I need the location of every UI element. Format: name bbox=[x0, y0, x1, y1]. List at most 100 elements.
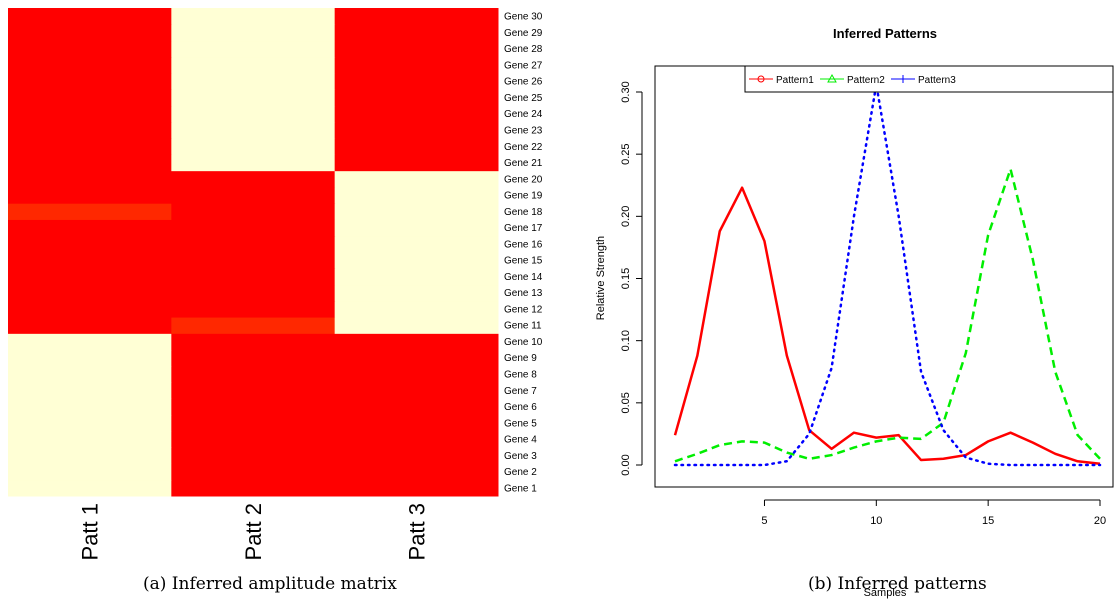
legend-box bbox=[744, 65, 1114, 93]
column-label: Patt 1 bbox=[78, 503, 103, 560]
heatmap-cell bbox=[171, 300, 336, 318]
row-label: Gene 19 bbox=[504, 191, 543, 202]
row-label: Gene 16 bbox=[504, 239, 543, 250]
heatmap-cell bbox=[171, 365, 336, 383]
heatmap-cell bbox=[334, 365, 499, 383]
heatmap-cell bbox=[171, 414, 336, 432]
heatmap-cell bbox=[334, 170, 499, 188]
row-label: Gene 10 bbox=[504, 337, 543, 348]
row-label: Gene 28 bbox=[504, 44, 543, 55]
heatmap-cell bbox=[8, 252, 172, 269]
heatmap-cell bbox=[334, 414, 499, 432]
heatmap-cell bbox=[171, 56, 336, 74]
row-label: Gene 11 bbox=[504, 321, 542, 332]
legend-marker-plus bbox=[899, 75, 907, 83]
y-tick-label: 0.20 bbox=[620, 206, 632, 227]
heatmap-cell bbox=[8, 8, 172, 25]
heatmap-cell bbox=[171, 317, 336, 334]
row-label: Gene 26 bbox=[504, 77, 543, 88]
heatmap-cell bbox=[171, 430, 336, 448]
heatmap-cell bbox=[334, 154, 499, 172]
heatmap-cell bbox=[171, 219, 336, 237]
heatmap-cell bbox=[334, 382, 499, 399]
legend-label: Pattern2 bbox=[847, 75, 885, 86]
row-label: Gene 8 bbox=[504, 370, 537, 381]
y-tick-label: 0.10 bbox=[620, 330, 632, 351]
heatmap-cell bbox=[171, 138, 336, 155]
row-label: Gene 18 bbox=[504, 207, 543, 218]
row-label: Gene 21 bbox=[504, 158, 543, 169]
heatmap-cell bbox=[334, 317, 499, 334]
heatmap-cell bbox=[334, 8, 499, 25]
heatmap-cell bbox=[334, 333, 499, 351]
series-line-1 bbox=[673, 186, 1101, 465]
heatmap-cell bbox=[334, 40, 499, 58]
heatmap-cell bbox=[8, 317, 172, 334]
heatmap-cell bbox=[171, 284, 336, 302]
heatmap-cell bbox=[171, 382, 336, 399]
row-label: Gene 20 bbox=[504, 174, 543, 185]
y-axis-label: Relative Strength bbox=[595, 236, 607, 320]
heatmap-cell bbox=[171, 40, 336, 58]
row-label: Gene 3 bbox=[504, 451, 537, 462]
heatmap-cell bbox=[171, 154, 336, 172]
row-label: Gene 7 bbox=[504, 386, 537, 397]
heatmap-cell bbox=[8, 89, 172, 107]
heatmap-cell bbox=[8, 105, 172, 123]
row-label: Gene 24 bbox=[504, 109, 543, 120]
heatmap-cell bbox=[8, 414, 172, 432]
heatmap-cell bbox=[334, 479, 499, 497]
heatmap-cell bbox=[8, 219, 172, 237]
row-label: Gene 4 bbox=[504, 435, 537, 446]
row-label: Gene 2 bbox=[504, 467, 537, 478]
heatmap-cell bbox=[171, 268, 336, 286]
heatmap-cell bbox=[334, 73, 499, 90]
legend: Pattern1 Pattern2 Pattern3 bbox=[744, 65, 1114, 93]
heatmap-cell bbox=[8, 121, 172, 139]
y-tick-label: 0.30 bbox=[620, 81, 632, 102]
row-label: Gene 27 bbox=[504, 60, 543, 71]
y-tick-label: 0.05 bbox=[620, 392, 632, 413]
heatmap-cell bbox=[334, 252, 499, 269]
heatmap-cell bbox=[8, 382, 172, 399]
heatmap-cell bbox=[171, 73, 336, 90]
heatmap-cell bbox=[171, 252, 336, 269]
heatmap-cell bbox=[171, 170, 336, 188]
heatmap-cell bbox=[334, 89, 499, 107]
caption-a: (a) Inferred amplitude matrix bbox=[143, 574, 397, 594]
heatmap-cell bbox=[171, 463, 336, 481]
heatmap-cell bbox=[8, 365, 172, 383]
x-tick-label: 15 bbox=[982, 515, 994, 527]
heatmap-cell bbox=[171, 89, 336, 107]
heatmap-cell bbox=[8, 170, 172, 188]
chart-title: Inferred Patterns bbox=[833, 26, 937, 41]
row-label: Gene 1 bbox=[504, 483, 537, 494]
heatmap-cell bbox=[171, 121, 336, 139]
patterns-line-chart: Inferred Patterns Samples Relative Stren… bbox=[595, 26, 1114, 599]
heatmap-cell bbox=[334, 430, 499, 448]
legend-label: Pattern1 bbox=[776, 75, 814, 86]
heatmap-cell bbox=[8, 154, 172, 172]
heatmap-cell bbox=[334, 349, 499, 367]
heatmap-cell bbox=[334, 447, 499, 464]
heatmap-cell bbox=[334, 24, 499, 42]
heatmap-cell bbox=[334, 300, 499, 318]
heatmap-cell bbox=[8, 24, 172, 42]
row-label: Gene 23 bbox=[504, 126, 543, 137]
column-label: Patt 3 bbox=[404, 503, 429, 560]
heatmap-cell bbox=[334, 56, 499, 74]
heatmap-cell bbox=[334, 138, 499, 155]
legend-label: Pattern3 bbox=[918, 75, 956, 86]
heatmap-cell bbox=[334, 105, 499, 123]
heatmap-cell bbox=[171, 8, 336, 25]
heatmap-cell bbox=[171, 349, 336, 367]
heatmap-cell bbox=[171, 203, 336, 220]
heatmap-cell bbox=[334, 186, 499, 204]
row-label: Gene 22 bbox=[504, 142, 543, 153]
x-axis-label: Samples bbox=[864, 587, 907, 599]
heatmap-cell bbox=[8, 138, 172, 155]
heatmap-cell bbox=[334, 235, 499, 253]
heatmap-cell bbox=[8, 284, 172, 302]
heatmap-cell bbox=[334, 268, 499, 286]
